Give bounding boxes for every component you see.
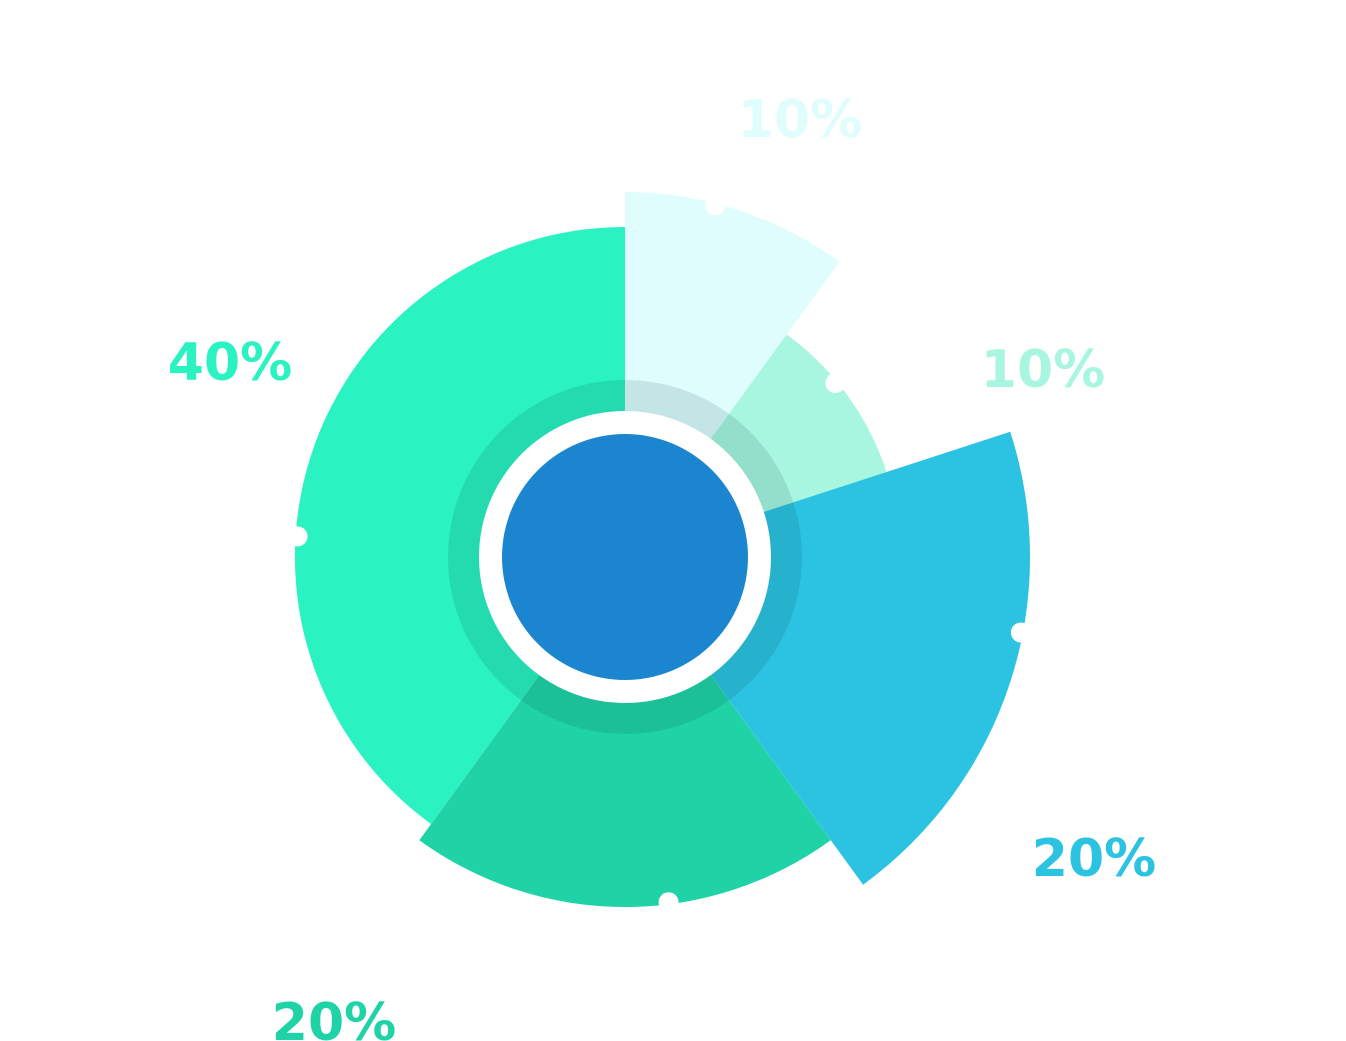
slice-label-5: 40%: [168, 333, 292, 393]
slice-marker-dot-3: [1010, 622, 1031, 643]
slice-marker-dot-5: [287, 526, 308, 547]
pie-slice-5: [294, 226, 625, 825]
pie-slice-4: [419, 557, 831, 908]
slice-label-4: 20%: [272, 993, 396, 1041]
slice-marker-dot-1: [705, 195, 726, 216]
slice-label-3: 20%: [1032, 829, 1156, 889]
center-disc: [502, 434, 748, 680]
slice-label-2: 10%: [981, 340, 1105, 400]
slice-marker-dot-4: [658, 892, 679, 913]
slice-label-1: 10%: [738, 90, 862, 150]
slice-marker-dot-2: [825, 373, 846, 393]
